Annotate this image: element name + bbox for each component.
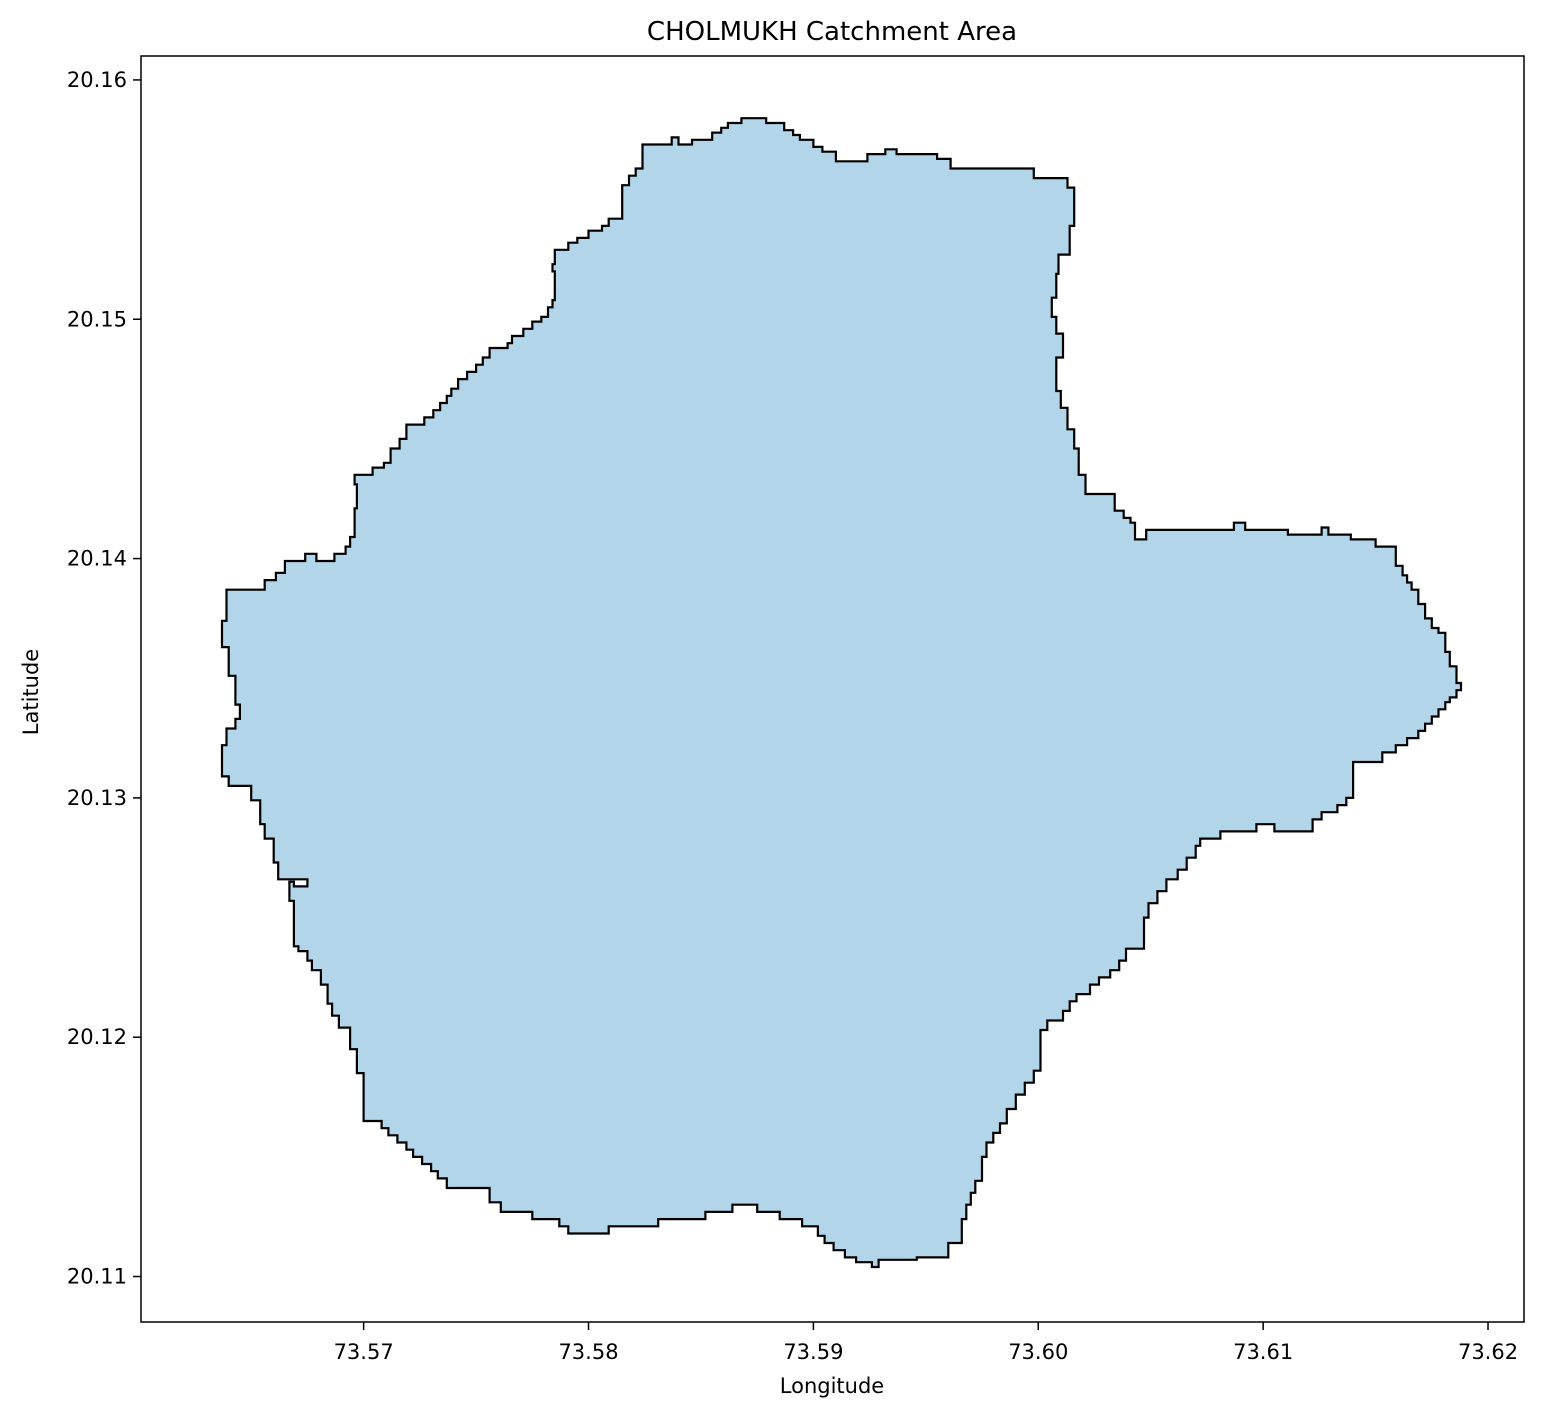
y-tick-label: 20.12 — [67, 1025, 127, 1049]
x-tick-label: 73.58 — [558, 1340, 618, 1364]
x-axis-label: Longitude — [780, 1374, 884, 1398]
y-tick-label: 20.13 — [67, 786, 127, 810]
plot-area — [220, 117, 1463, 1269]
y-axis-label: Latitude — [19, 649, 43, 735]
y-tick-label: 20.14 — [67, 547, 127, 571]
x-tick-label: 73.62 — [1458, 1340, 1518, 1364]
y-tick-label: 20.15 — [67, 307, 127, 331]
axes-frame — [140, 55, 1525, 1323]
x-axis-ticks: 73.57 73.58 73.59 73.60 73.61 73.62 — [334, 1322, 1518, 1364]
y-tick-label: 20.11 — [67, 1265, 127, 1289]
x-tick-label: 73.57 — [334, 1340, 394, 1364]
x-tick-label: 73.61 — [1233, 1340, 1293, 1364]
x-tick-label: 73.59 — [783, 1340, 843, 1364]
y-tick-label: 20.16 — [67, 68, 127, 92]
x-tick-label: 73.60 — [1008, 1340, 1068, 1364]
catchment-area-polygon[interactable] — [220, 117, 1463, 1269]
map-title: CHOLMUKH Catchment Area — [647, 17, 1017, 47]
y-axis-ticks: 20.11 20.12 20.13 20.14 20.15 20.16 — [67, 68, 141, 1289]
